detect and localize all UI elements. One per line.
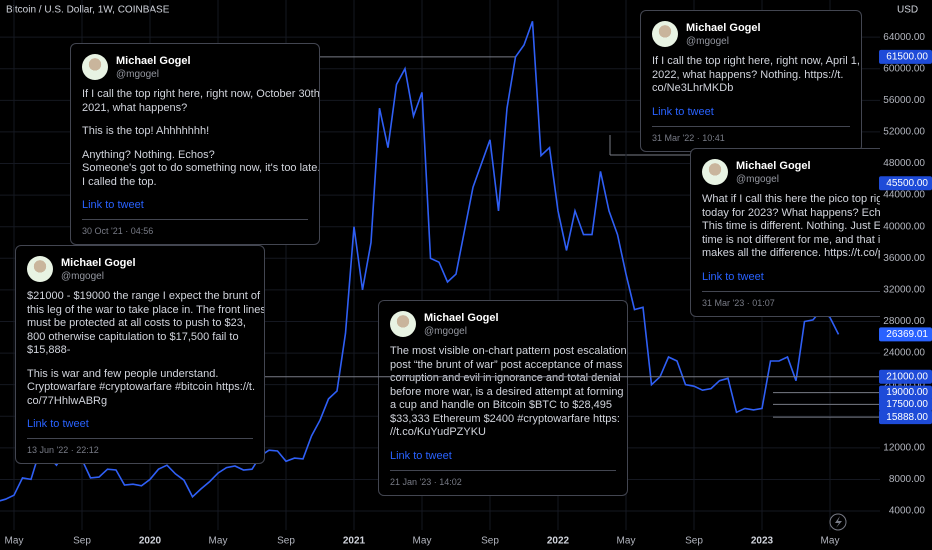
tweet-text: a cup and handle on Bitcoin $BTC to $28,… xyxy=(390,399,612,411)
author-handle: @mgogel xyxy=(116,68,159,80)
tweet-text: time is not different for me, and that i… xyxy=(702,233,886,246)
tweet-text: 2021, what happens? xyxy=(82,101,188,114)
author: Michael Gogel @mgogel xyxy=(424,312,499,337)
x-tick-label: May xyxy=(821,536,840,547)
tweet-date: 31 Mar '23 · 01:07 xyxy=(702,297,775,308)
tweet-card: Michael Gogel @mgogel The most visible on-… xyxy=(378,300,628,496)
tweet-paragraph: This is war and few people understand. Cr… xyxy=(27,367,256,409)
tweet-date: 21 Jan '23 · 14:02 xyxy=(390,476,462,487)
tweet-text: If I call the top right here, right now,… xyxy=(652,55,860,67)
x-tick-label: Sep xyxy=(277,536,295,547)
tweet-text: This time is different. Nothing. Just Ec… xyxy=(702,220,893,232)
separator xyxy=(390,469,616,471)
tweet-paragraph: If I call the top right here, right now,… xyxy=(652,55,860,96)
x-tick-label: Sep xyxy=(73,536,91,547)
x-tick-label: 2020 xyxy=(139,536,162,547)
x-tick-label: May xyxy=(209,536,228,547)
tweet-text: this leg of the war to take place in. Th… xyxy=(27,303,265,316)
separator xyxy=(27,438,253,439)
tweet-text: Anything? Nothing. Echos? xyxy=(82,148,215,161)
tweet-header: Michael Gogel @mgogel xyxy=(390,311,616,337)
price-line xyxy=(0,21,840,502)
tweet-header: Michael Gogel @mgogel xyxy=(652,21,850,47)
x-tick-label: Sep xyxy=(685,536,703,547)
x-tick-label: 2021 xyxy=(343,536,366,547)
tweet-text: must be protected at all costs to push t… xyxy=(27,317,246,329)
avatar xyxy=(82,54,108,80)
tweet-text: $33,333 Ethereum $2400 #cryptowarfare ht… xyxy=(390,412,620,425)
tweet-text: post “the brunt of war” post acceptance … xyxy=(390,358,623,371)
tweet-paragraph: $21000 - $19000 the range I expect the b… xyxy=(27,290,265,358)
author-name: Michael Gogel xyxy=(686,21,761,34)
author: Michael Gogel @mgogel xyxy=(736,160,811,185)
author-name: Michael Gogel xyxy=(736,159,811,172)
tweet-text: If I call the top right here, right now,… xyxy=(82,88,320,100)
tweet-text: before more war, is a desired attempt at… xyxy=(390,385,624,398)
tweet-link[interactable]: Link to tweet xyxy=(652,105,714,118)
author-handle: @mgogel xyxy=(424,325,467,337)
tweet-card: Michael Gogel @mgogel If I call the top ri… xyxy=(640,10,862,152)
avatar xyxy=(702,159,728,185)
tweet-text: What if I call this here the pico top ri… xyxy=(702,193,892,205)
tweet-text: makes all the difference. https://t.co/p… xyxy=(702,247,887,259)
tweet-paragraph: What if I call this here the pico top ri… xyxy=(702,193,893,261)
tweet-text: co/77HhlwABRg xyxy=(27,394,108,407)
x-tick-label: 2023 xyxy=(751,536,774,547)
author-name: Michael Gogel xyxy=(116,54,191,67)
tweet-paragraph: If I call the top right here, right now,… xyxy=(82,88,320,115)
tweet-text: The most visible on-chart pattern post e… xyxy=(390,345,627,357)
author-handle: @mgogel xyxy=(61,270,104,282)
author: Michael Gogel @mgogel xyxy=(686,22,761,47)
x-tick-label: Sep xyxy=(481,536,499,547)
tweet-link[interactable]: Link to tweet xyxy=(82,199,144,211)
tweet-text: This is the top! Ahhhhhhh! xyxy=(82,125,210,137)
tweet-link[interactable]: Link to tweet xyxy=(27,418,89,430)
avatar xyxy=(652,21,678,47)
x-tick-label: May xyxy=(617,536,636,547)
tweet-link[interactable]: Link to tweet xyxy=(390,449,452,462)
tweet-date: 31 Mar '22 · 10:41 xyxy=(652,132,725,143)
x-tick-label: May xyxy=(413,536,432,547)
tweet-text: today for 2023? What happens? Echos xyxy=(702,206,893,219)
tweet-text: co/Ne3LhrMKDb xyxy=(652,82,734,94)
chart-title: Bitcoin / U.S. Dollar, 1W, COINBASE xyxy=(6,5,170,16)
tweet-text: Someone's got to do something now, it's … xyxy=(82,162,320,174)
author-name: Michael Gogel xyxy=(424,311,499,324)
author: Michael Gogel @mgogel xyxy=(116,55,191,80)
tweet-date: 13 Jun '22 · 22:12 xyxy=(27,445,99,455)
tweet-paragraph: Anything? Nothing. Echos? Someone's got t… xyxy=(82,148,320,190)
tweet-text: corruption and evil in ignorance and tot… xyxy=(390,372,621,384)
tweet-link[interactable]: Link to tweet xyxy=(702,270,764,283)
tweet-text: This is war and few people understand. xyxy=(27,367,219,380)
tweet-text: Cryptowarfare #cryptowarfare #bitcoin ht… xyxy=(27,381,256,393)
tweet-text: I called the top. xyxy=(82,175,157,188)
tweet-text: $21000 - $19000 the range I expect the b… xyxy=(27,290,261,302)
tweet-text: 2022, what happens? Nothing. https://t. xyxy=(652,68,844,81)
tweet-text: 800 otherwise capitulation to $17,500 fa… xyxy=(27,330,239,343)
tweet-header: Michael Gogel @mgogel xyxy=(27,256,253,282)
tweet-card: Michael Gogel @mgogel If I call the top ri… xyxy=(70,43,320,245)
tweet-card: Michael Gogel @mgogel $21000 - $19000 the … xyxy=(15,245,265,464)
tweet-paragraph: The most visible on-chart pattern post e… xyxy=(390,345,627,440)
tweet-header: Michael Gogel @mgogel xyxy=(702,159,888,185)
separator xyxy=(702,290,888,292)
avatar xyxy=(27,256,53,282)
tweet-text: $15,888- xyxy=(27,344,71,356)
separator xyxy=(82,219,308,220)
x-tick-label: 2022 xyxy=(547,536,570,547)
tweet-date: 30 Oct '21 · 04:56 xyxy=(82,226,154,236)
author: Michael Gogel @mgogel xyxy=(61,257,136,282)
author-handle: @mgogel xyxy=(686,35,729,47)
separator xyxy=(652,125,850,127)
tweet-card: Michael Gogel @mgogel What if I call this … xyxy=(690,148,900,317)
tweet-text: //t.co/KuYudPZYKU xyxy=(390,426,486,438)
tweet-header: Michael Gogel @mgogel xyxy=(82,54,308,80)
tweet-paragraph: This is the top! Ahhhhhhh! xyxy=(82,125,308,139)
avatar xyxy=(390,311,416,337)
author-name: Michael Gogel xyxy=(61,256,136,269)
x-tick-label: May xyxy=(5,536,24,547)
author-handle: @mgogel xyxy=(736,173,779,185)
